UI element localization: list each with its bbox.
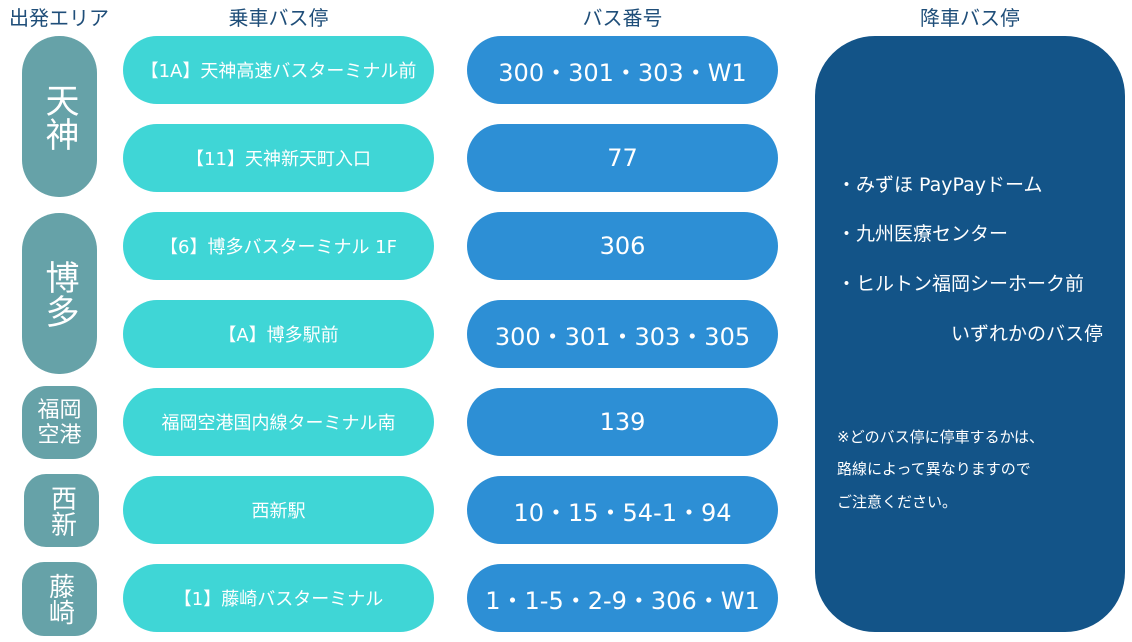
- stop-pill: 【6】博多バスターミナル 1F: [123, 212, 434, 280]
- stop-pill: 【A】博多駅前: [123, 300, 434, 368]
- stop-pill: 【1】藤崎バスターミナル: [123, 564, 434, 632]
- header-departure-area: 出発エリア: [9, 6, 109, 30]
- bus-number-pill: 77: [467, 124, 778, 192]
- stop-pill: 福岡空港国内線ターミナル南: [123, 388, 434, 456]
- header-alighting-stop: 降車バス停: [920, 6, 1020, 30]
- note-line: ※どのバス停に停車するかは、: [837, 428, 1044, 446]
- area-tenjin: 天神: [22, 36, 97, 197]
- area-fujisaki: 藤崎: [22, 562, 97, 636]
- bus-number-pill: 306: [467, 212, 778, 280]
- note-line: 路線によって異なりますので: [837, 460, 1031, 478]
- stop-pill: 西新駅: [123, 476, 434, 544]
- destination-item: ・九州医療センター: [837, 223, 1009, 245]
- area-nishijin: 西新: [24, 474, 99, 547]
- area-hakata: 博多: [22, 213, 97, 374]
- destination-item: ・ヒルトン福岡シーホーク前: [837, 273, 1085, 295]
- bus-number-pill: 1・1-5・2-9・306・W1: [467, 564, 778, 632]
- destination-panel: ・みずほ PayPayドーム ・九州医療センター ・ヒルトン福岡シーホーク前 い…: [815, 36, 1125, 632]
- bus-number-pill: 300・301・303・305: [467, 300, 778, 368]
- header-boarding-stop: 乗車バス停: [228, 6, 329, 30]
- bus-number-pill: 139: [467, 388, 778, 456]
- note-line: ご注意ください。: [837, 493, 958, 511]
- stop-pill: 【11】天神新天町入口: [123, 124, 434, 192]
- header-bus-number: バス番号: [582, 6, 663, 30]
- destination-item: ・みずほ PayPayドーム: [837, 174, 1043, 196]
- bus-number-pill: 10・15・54-1・94: [467, 476, 778, 544]
- stop-pill: 【1A】天神高速バスターミナル前: [123, 36, 434, 104]
- destination-suffix: いずれかのバス停: [950, 323, 1103, 345]
- area-fukuoka-airport: 福岡空港: [22, 386, 97, 459]
- bus-number-pill: 300・301・303・W1: [467, 36, 778, 104]
